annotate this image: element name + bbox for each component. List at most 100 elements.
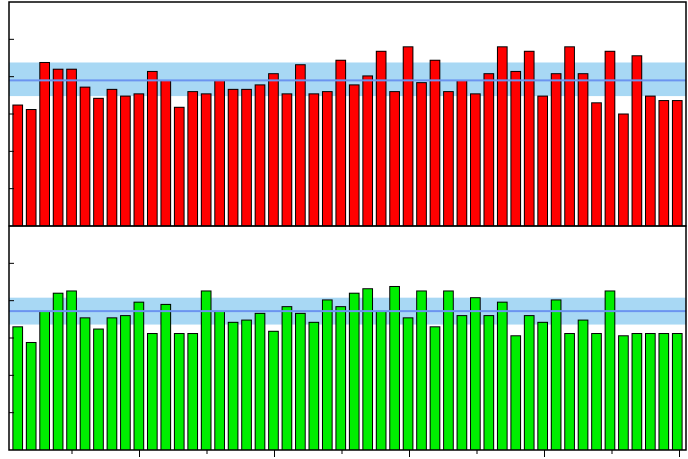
bar-top-48: [645, 95, 656, 227]
bar-bottom-43: [577, 319, 589, 451]
bar-top-43: [577, 73, 589, 227]
bar-bottom-2: [25, 341, 37, 451]
bar-top-1: [12, 104, 24, 227]
bar-bottom-26: [348, 292, 360, 451]
bar-bottom-36: [483, 315, 495, 451]
bar-top-12: [160, 79, 172, 227]
bar-bottom-44: [591, 333, 602, 451]
bar-top-23: [308, 93, 320, 227]
bar-bottom-32: [429, 326, 441, 451]
bar-top-39: [523, 50, 535, 227]
bar-bottom-24: [321, 299, 333, 451]
bar-top-34: [456, 79, 468, 227]
bar-top-3: [39, 61, 50, 227]
chart-panel-bottom: [8, 225, 687, 451]
bar-bottom-18: [241, 319, 252, 451]
bar-top-50: [671, 100, 683, 227]
bar-bottom-48: [645, 333, 656, 451]
bar-top-33: [443, 91, 454, 227]
bar-bottom-8: [106, 317, 118, 451]
bar-top-28: [375, 50, 387, 227]
bar-top-40: [537, 95, 549, 227]
bar-bottom-6: [79, 317, 91, 451]
bar-bottom-14: [187, 333, 199, 451]
bar-top-4: [52, 68, 64, 227]
x-axis-ticks: [71, 450, 680, 457]
bar-top-30: [402, 46, 414, 227]
bar-bottom-30: [402, 317, 414, 451]
bar-bottom-3: [39, 310, 50, 451]
bar-bottom-17: [227, 321, 239, 451]
bar-top-2: [25, 109, 37, 227]
bar-top-22: [295, 64, 306, 227]
bar-top-42: [564, 46, 575, 227]
bar-top-14: [187, 91, 199, 227]
bar-top-15: [200, 93, 212, 227]
bar-bottom-41: [550, 299, 562, 451]
bar-top-26: [348, 84, 360, 227]
bar-top-37: [496, 46, 508, 227]
bar-top-9: [120, 95, 131, 227]
bar-bottom-28: [375, 310, 387, 451]
bar-bottom-19: [254, 312, 266, 451]
bar-bottom-50: [671, 333, 683, 451]
bar-bottom-10: [133, 301, 145, 451]
bar-bottom-40: [537, 321, 549, 451]
bar-bottom-34: [456, 315, 468, 451]
bar-top-7: [93, 97, 104, 227]
bar-top-38: [510, 70, 522, 227]
bar-top-32: [429, 59, 441, 227]
bar-bottom-39: [523, 315, 535, 451]
bar-bottom-15: [200, 290, 212, 451]
bar-bottom-13: [173, 333, 185, 451]
bar-top-10: [133, 93, 145, 227]
bar-top-19: [254, 84, 266, 227]
bar-bottom-25: [335, 306, 347, 451]
bar-top-29: [389, 91, 400, 227]
bar-bottom-1: [12, 326, 24, 451]
bar-bottom-12: [160, 303, 172, 451]
bar-top-27: [362, 75, 374, 227]
bar-top-41: [550, 73, 562, 227]
bar-top-36: [483, 73, 495, 227]
bar-bottom-37: [496, 301, 508, 451]
bar-bottom-27: [362, 288, 374, 451]
bar-bottom-5: [66, 290, 77, 451]
bar-bottom-11: [146, 333, 158, 451]
bar-bottom-35: [470, 297, 481, 451]
bar-bottom-21: [281, 306, 293, 451]
bar-top-25: [335, 59, 347, 227]
bar-top-16: [214, 79, 225, 227]
bar-top-31: [416, 82, 427, 227]
bar-bottom-23: [308, 321, 320, 451]
bar-bottom-7: [93, 328, 104, 451]
bar-top-45: [604, 50, 616, 227]
bar-top-17: [227, 88, 239, 227]
bar-top-46: [618, 113, 629, 227]
bar-bottom-4: [52, 292, 64, 451]
bar-bottom-20: [268, 330, 279, 451]
bar-top-18: [241, 88, 252, 227]
bar-top-8: [106, 88, 118, 227]
bar-bottom-16: [214, 310, 225, 451]
bar-top-13: [173, 106, 185, 227]
bar-bottom-49: [658, 333, 670, 451]
bar-top-11: [146, 70, 158, 227]
bar-top-6: [79, 86, 91, 227]
bar-bottom-38: [510, 335, 522, 451]
bar-top-49: [658, 100, 670, 227]
bar-bottom-46: [618, 335, 629, 451]
bar-bottom-47: [631, 333, 643, 451]
bar-top-44: [591, 102, 602, 227]
chart-panel-top: [8, 1, 687, 227]
bar-bottom-22: [295, 312, 306, 451]
bar-top-21: [281, 93, 293, 227]
bar-top-5: [66, 68, 77, 227]
bar-top-20: [268, 73, 279, 227]
bar-bottom-33: [443, 290, 454, 451]
bar-bottom-42: [564, 333, 575, 451]
bar-top-35: [470, 93, 481, 227]
bar-bottom-9: [120, 315, 131, 451]
bar-bottom-45: [604, 290, 616, 451]
